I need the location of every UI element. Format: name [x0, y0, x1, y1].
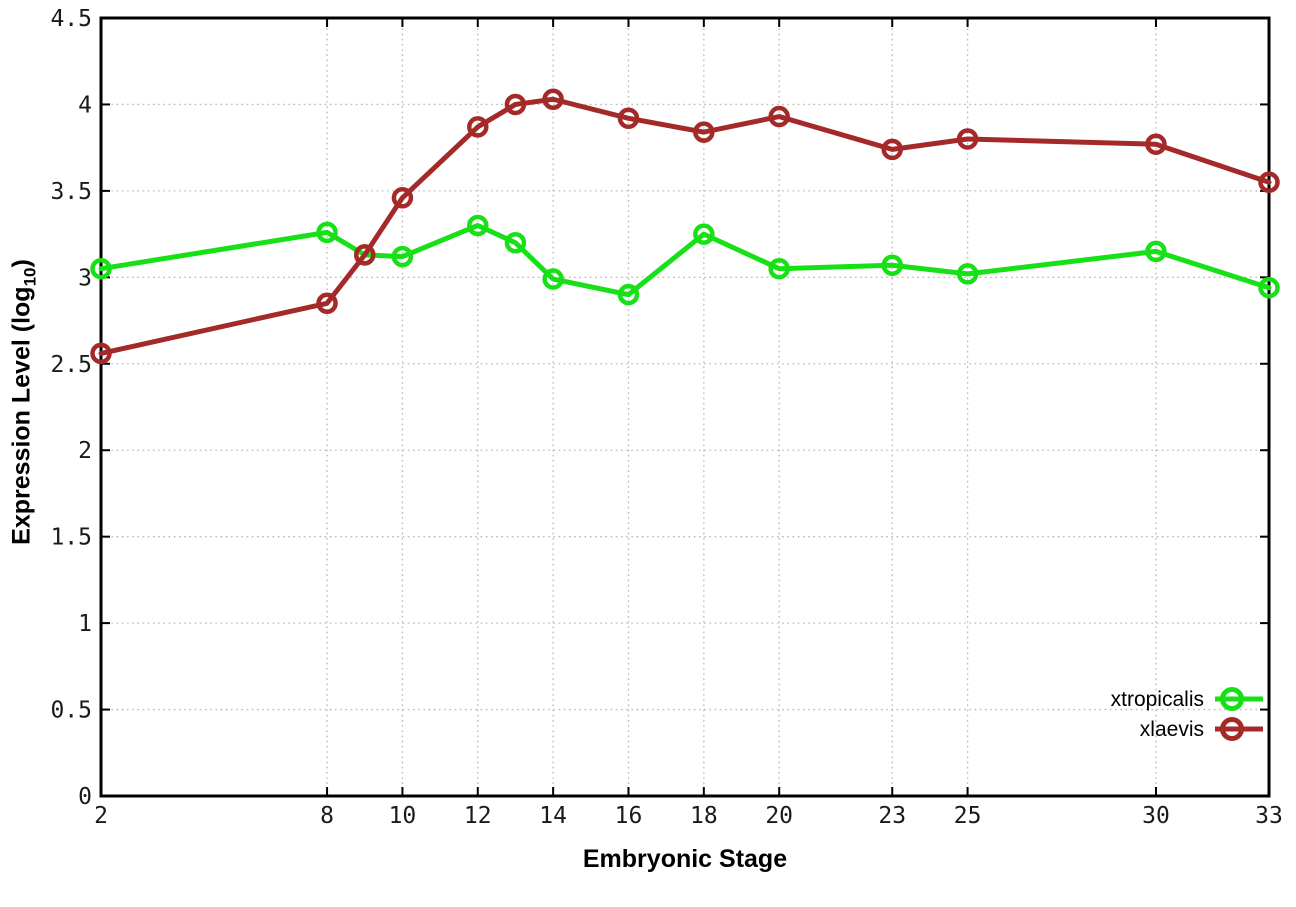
- marker-xlaevis: [1145, 133, 1167, 155]
- marker-xtropicalis: [90, 257, 112, 280]
- y-axis-title-text: Expression Level (log: [7, 286, 36, 545]
- legend-item-xlaevis: xlaevis: [1140, 714, 1263, 744]
- marker-xtropicalis: [881, 254, 903, 276]
- y-tick-label: 0.5: [50, 698, 92, 724]
- marker-xlaevis: [617, 107, 640, 130]
- legend-marker-xlaevis: [1215, 717, 1263, 741]
- x-tick-label: 18: [690, 803, 718, 829]
- x-tick-label: 20: [765, 803, 793, 829]
- marker-xlaevis: [768, 105, 790, 128]
- marker-xlaevis: [881, 138, 903, 161]
- legend-marker-xtropicalis: [1215, 687, 1263, 711]
- legend-item-xtropicalis: xtropicalis: [1111, 684, 1263, 714]
- legend-sample-marker: [1220, 717, 1244, 741]
- y-tick-label: 3.5: [50, 179, 92, 205]
- marker-xlaevis: [1258, 171, 1280, 193]
- x-tick-label: 33: [1255, 803, 1283, 829]
- marker-xlaevis: [316, 292, 338, 315]
- y-tick-label: 1: [78, 611, 92, 637]
- x-tick-label: 25: [954, 803, 982, 829]
- y-tick-label: 3: [78, 265, 92, 291]
- marker-xlaevis: [467, 116, 489, 138]
- y-tick-label: 2.5: [50, 352, 92, 378]
- series-line-xtropicalis: [98, 222, 1272, 298]
- marker-xtropicalis: [542, 268, 564, 290]
- marker-xtropicalis: [956, 263, 979, 285]
- marker-xtropicalis: [1258, 276, 1280, 299]
- marker-xlaevis: [504, 93, 527, 116]
- marker-xlaevis: [693, 121, 715, 143]
- y-tick-label: 4.5: [50, 6, 92, 32]
- x-tick-label: 8: [320, 803, 334, 829]
- y-axis-title: Expression Level (log10): [8, 259, 41, 545]
- marker-xtropicalis: [467, 214, 489, 237]
- marker-xlaevis: [353, 244, 376, 266]
- y-axis-title-subscript: 10: [20, 267, 40, 287]
- y-axis-title-close: ): [7, 259, 36, 268]
- y-tick-label: 2: [78, 438, 92, 464]
- marker-xlaevis: [956, 128, 979, 150]
- legend-sample-marker: [1220, 687, 1244, 711]
- plot-border: [99, 16, 1271, 798]
- marker-xtropicalis: [617, 283, 640, 306]
- marker-xlaevis: [542, 88, 564, 111]
- marker-xtropicalis: [768, 257, 790, 280]
- marker-xtropicalis: [504, 232, 527, 254]
- marker-xtropicalis: [693, 223, 715, 245]
- legend-label: xtropicalis: [1110, 687, 1204, 711]
- x-tick-label: 23: [878, 803, 906, 829]
- y-tick-label: 0: [78, 784, 92, 810]
- x-tick-label: 16: [615, 803, 643, 829]
- x-tick-label: 14: [539, 803, 567, 829]
- marker-xtropicalis: [391, 245, 414, 268]
- x-tick-label: 2: [94, 803, 108, 829]
- legend-label: xlaevis: [1139, 717, 1204, 741]
- x-axis-title: Embryonic Stage: [582, 845, 788, 873]
- x-tick-label: 12: [464, 803, 492, 829]
- x-tick-label: 10: [389, 803, 417, 829]
- marker-xtropicalis: [1145, 240, 1167, 263]
- y-tick-label: 1.5: [50, 525, 92, 551]
- x-tick-label: 30: [1142, 803, 1170, 829]
- y-tick-label: 4: [78, 92, 92, 118]
- marker-xlaevis: [391, 187, 414, 209]
- marker-xtropicalis: [316, 221, 338, 244]
- legend: xtropicalis xlaevis: [1111, 684, 1263, 744]
- series-line-xlaevis: [98, 96, 1272, 356]
- marker-xlaevis: [90, 342, 112, 365]
